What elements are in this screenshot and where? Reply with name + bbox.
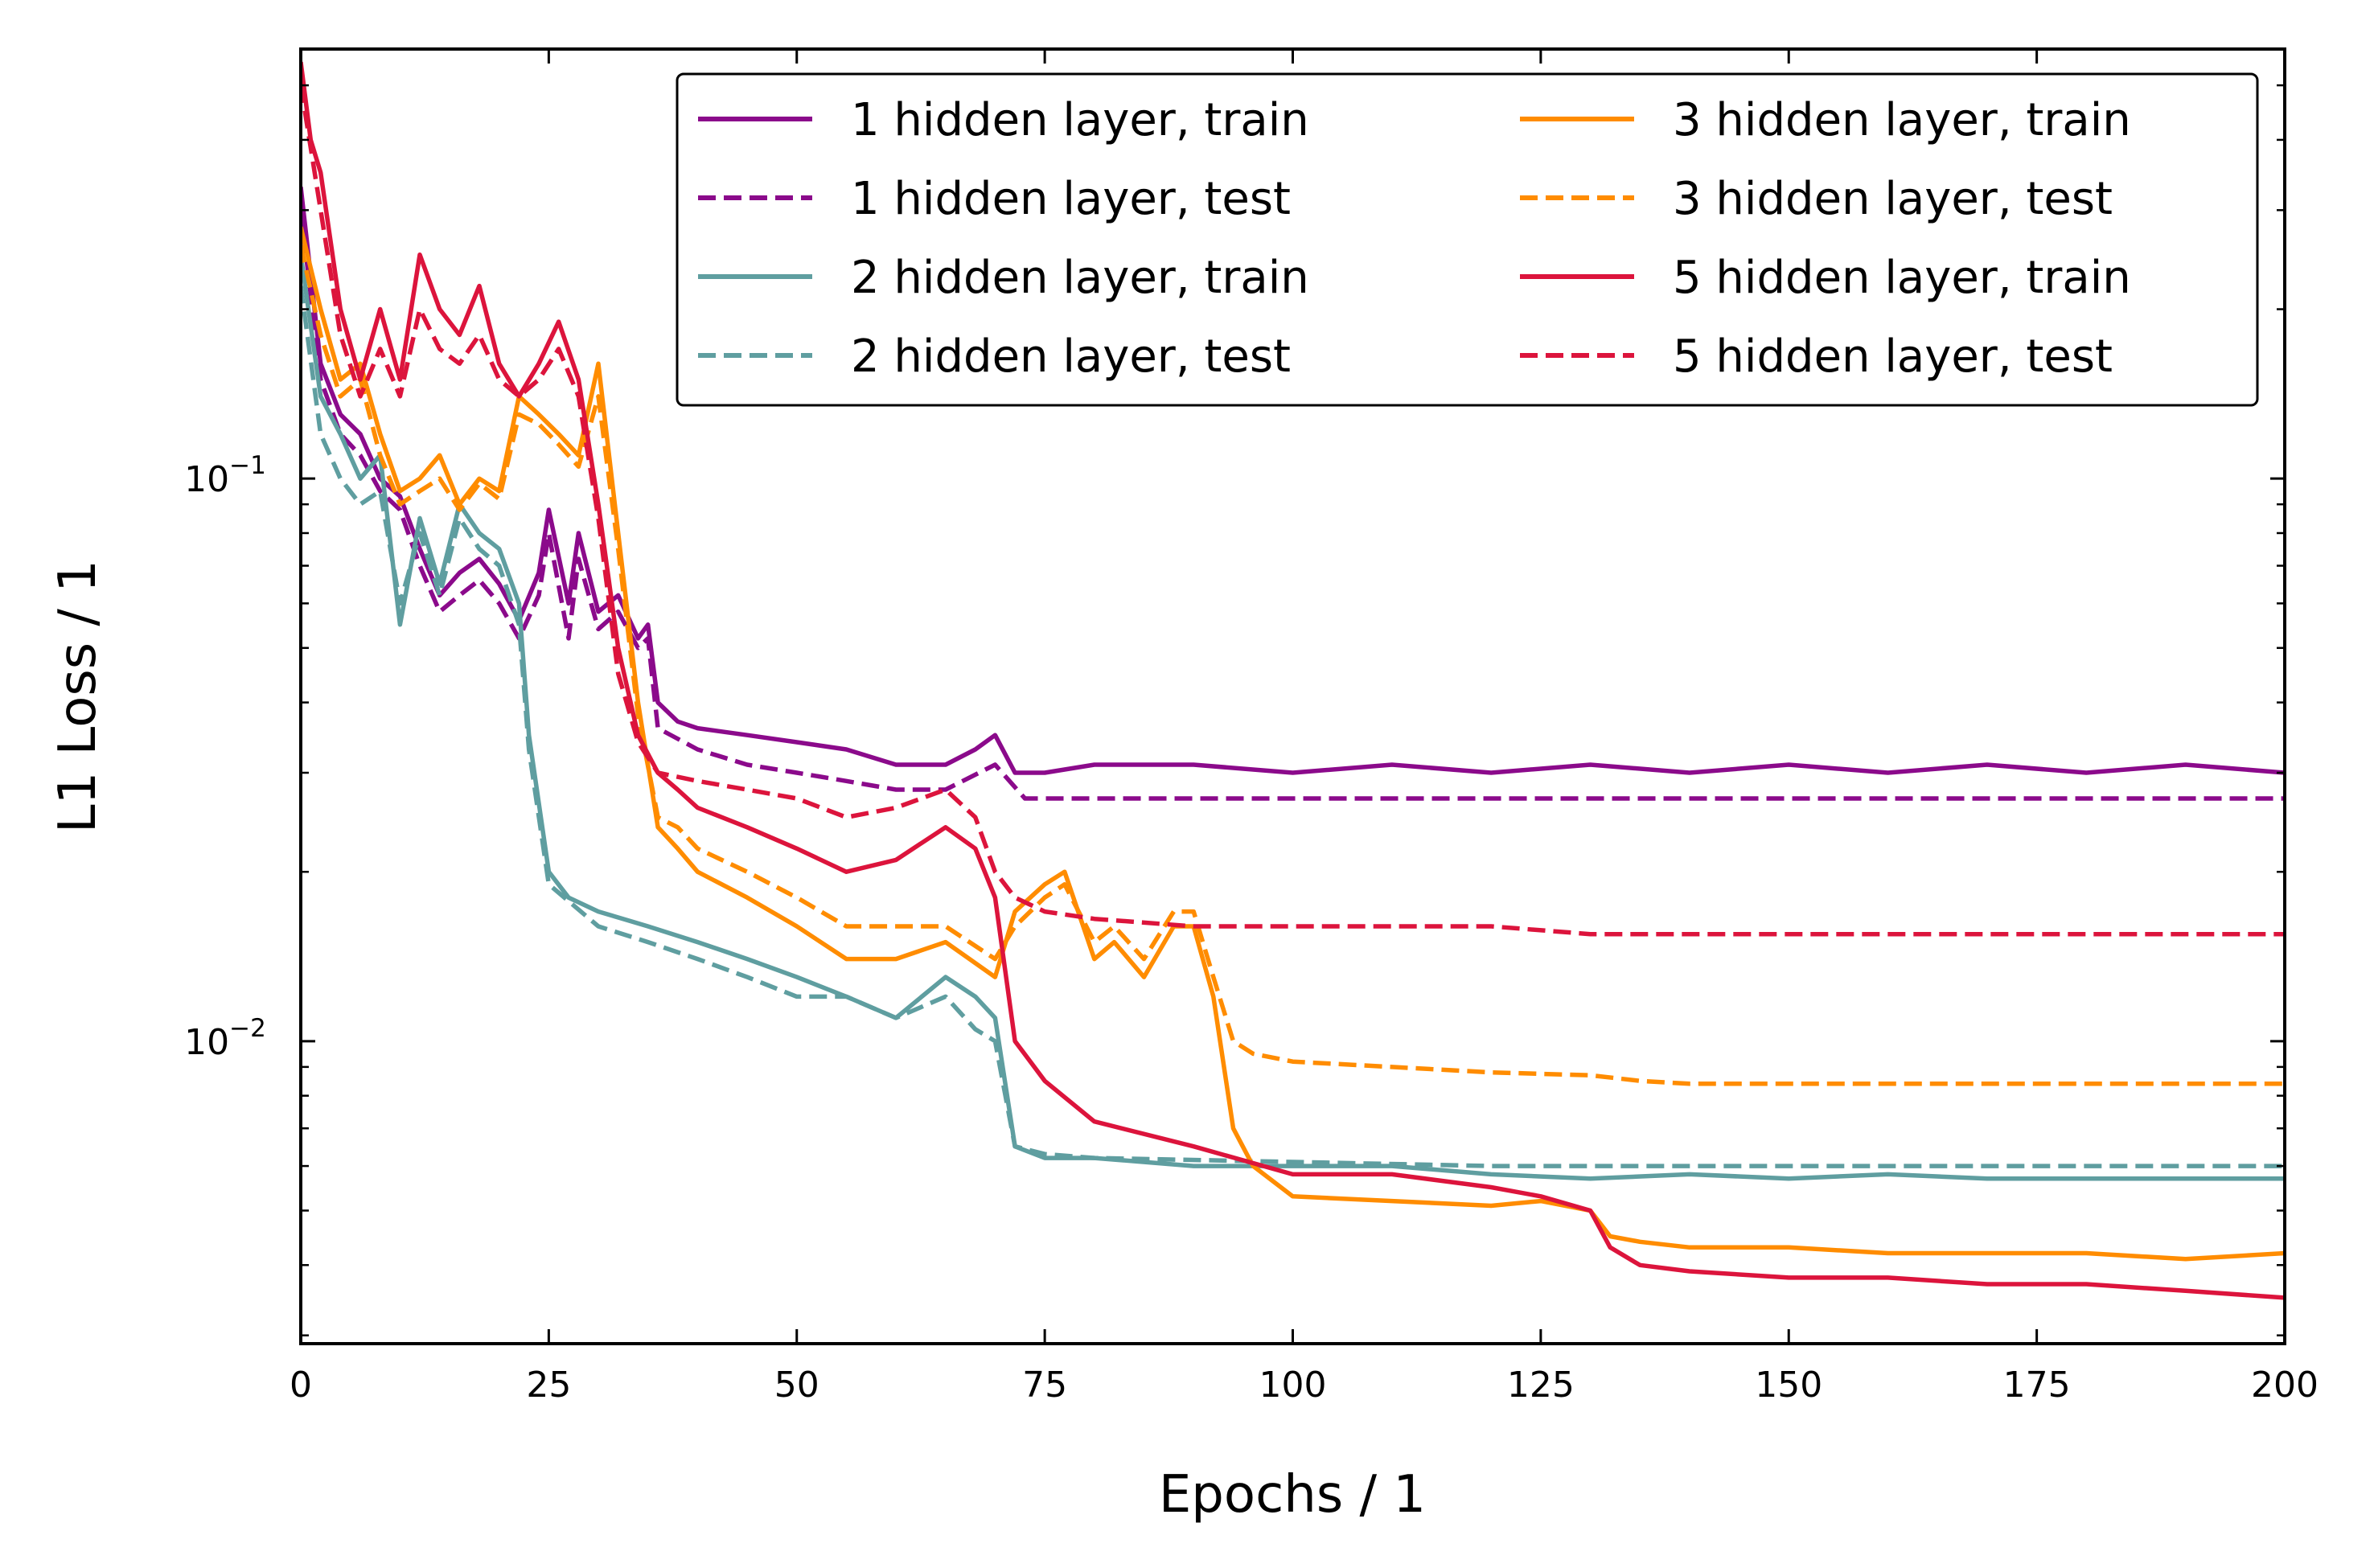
legend-label: 2 hidden layer, train <box>851 252 1309 304</box>
x-tick-label: 50 <box>774 1365 819 1406</box>
x-axis-title: Epochs / 1 <box>1159 1465 1426 1525</box>
series-line-3 <box>301 254 2285 1181</box>
legend-frame <box>676 72 2259 407</box>
ticks-layer: 0 25 50 75 100 125 150 175 200 10−2 10−1 <box>184 49 2319 1406</box>
x-tick-label: 75 <box>1022 1365 1067 1406</box>
x-tick-label: 0 <box>290 1365 312 1406</box>
series-line-4 <box>301 285 2285 1168</box>
x-tick-label: 200 <box>2251 1365 2319 1406</box>
legend-label: 3 hidden layer, train <box>1673 94 2131 146</box>
series-layer <box>301 61 2285 1300</box>
y-axis-title: L1 Loss / 1 <box>48 560 108 833</box>
series-line-7 <box>301 61 2285 1300</box>
legend-label: 3 hidden layer, test <box>1673 173 2113 225</box>
series-line-5 <box>301 226 2285 1262</box>
series-line-2 <box>301 209 2285 801</box>
x-tick-label: 25 <box>526 1365 571 1406</box>
legend-label: 1 hidden layer, test <box>851 173 1291 225</box>
x-tick-label: 175 <box>2003 1365 2071 1406</box>
series-line-8 <box>301 84 2285 937</box>
plot-frame <box>299 47 2286 1345</box>
legend-label: 2 hidden layer, test <box>851 330 1291 383</box>
legend-label: 5 hidden layer, train <box>1673 252 2131 304</box>
x-tick-label: 100 <box>1259 1365 1327 1406</box>
legend: 1 hidden layer, train 1 hidden layer, tes… <box>676 72 2259 407</box>
legend-label: 5 hidden layer, test <box>1673 330 2113 383</box>
y-tick-label: 10−2 <box>184 1014 266 1063</box>
x-tick-label: 125 <box>1507 1365 1575 1406</box>
x-tick-label: 150 <box>1755 1365 1822 1406</box>
series-line-6 <box>301 244 2285 1086</box>
legend-label: 1 hidden layer, train <box>851 94 1309 146</box>
series-line-1 <box>301 187 2285 775</box>
y-tick-label: 10−1 <box>184 451 266 500</box>
